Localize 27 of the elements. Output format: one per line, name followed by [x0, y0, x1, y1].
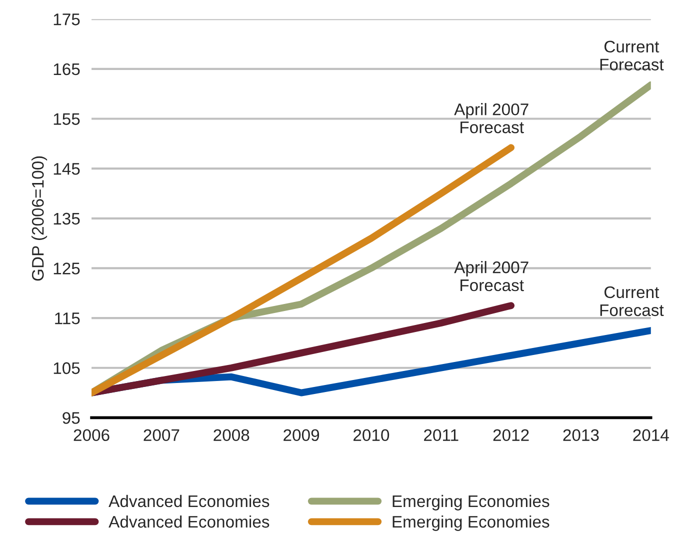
y-tick-label: 135	[54, 212, 80, 225]
y-tick-label: 155	[54, 113, 80, 125]
x-tick-label: 2010	[354, 429, 390, 442]
x-tick-label: 2006	[74, 429, 110, 442]
x-tick-label: 2014	[633, 429, 669, 442]
annotation: April 2007 Forecast	[454, 260, 528, 292]
annotation: Current Forecast	[600, 40, 664, 70]
legend-label: Emerging Economies	[392, 515, 550, 531]
x-tick-label: 2007	[144, 429, 180, 442]
y-tick-label: 165	[54, 63, 80, 76]
y-tick-label: 95	[62, 412, 80, 424]
legend-label: Emerging Economies	[392, 494, 550, 510]
y-tick-label: 125	[54, 262, 80, 274]
annotation: Current Forecast	[600, 286, 664, 316]
x-tick-label: 2008	[214, 429, 250, 442]
x-tick-label: 2011	[424, 429, 458, 442]
x-tick-label: 2013	[563, 429, 599, 442]
legend-label: Advanced Economies	[108, 515, 270, 528]
y-tick-label: 175	[54, 14, 80, 26]
x-tick-label: 2012	[493, 429, 529, 442]
legend-label: Advanced Economies	[108, 494, 270, 508]
y-tick-label: 145	[54, 163, 80, 175]
y-tick-label: 115	[55, 312, 80, 324]
y-axis-title: GDP (2006=100)	[32, 156, 48, 281]
y-tick-label: 105	[54, 362, 80, 374]
x-tick-label: 2009	[284, 429, 320, 442]
annotation: April 2007 Forecast	[454, 103, 528, 134]
